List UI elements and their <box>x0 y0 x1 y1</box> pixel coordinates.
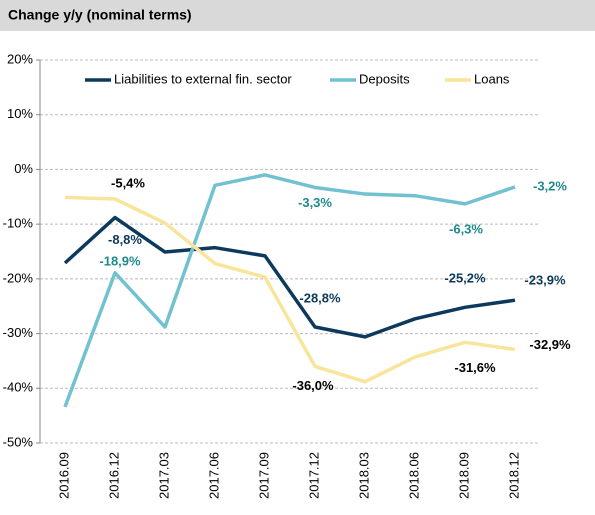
y-tick-label: 0% <box>14 161 33 176</box>
y-tick-label: -30% <box>3 325 34 340</box>
chart-title: Change y/y (nominal terms) <box>8 7 192 23</box>
data-label: -31,6% <box>454 360 496 375</box>
y-tick-label: -40% <box>3 380 34 395</box>
legend-label: Deposits <box>359 71 410 86</box>
x-tick-label: 2016.12 <box>106 452 121 499</box>
x-tick-label: 2017.03 <box>156 452 171 499</box>
y-tick-label: -10% <box>3 216 34 231</box>
line <box>63 215 516 339</box>
x-tick-label: 2018.06 <box>406 452 421 499</box>
data-label: -6,3% <box>449 221 483 236</box>
x-tick-label: 2017.12 <box>306 452 321 499</box>
y-tick-label: -50% <box>3 434 34 449</box>
y-tick-label: 10% <box>7 106 33 121</box>
data-label: -32,9% <box>529 337 571 352</box>
legend-label: Liabilities to external fin. sector <box>114 71 292 86</box>
data-label: -25,2% <box>444 271 486 286</box>
legend-label: Loans <box>474 71 510 86</box>
x-tick-label: 2018.09 <box>456 452 471 499</box>
x-tick-label: 2018.03 <box>356 452 371 499</box>
x-tick-label: 2017.09 <box>256 452 271 499</box>
x-tick-label: 2017.06 <box>206 452 221 499</box>
data-label: -3,3% <box>298 195 332 210</box>
y-tick-label: -20% <box>3 270 34 285</box>
data-label: -28,8% <box>299 290 341 305</box>
data-label: -8,8% <box>108 232 142 247</box>
data-label: -36,0% <box>292 378 334 393</box>
x-tick-label: 2016.09 <box>56 452 71 499</box>
data-label: -3,2% <box>533 178 567 193</box>
x-tick-label: 2018.12 <box>506 452 521 499</box>
data-label: -5,4% <box>111 175 145 190</box>
y-tick-label: 20% <box>7 51 33 66</box>
title-bar <box>0 0 595 31</box>
data-label: -18,9% <box>99 253 141 268</box>
data-label: -23,9% <box>524 273 566 288</box>
line <box>63 173 516 408</box>
line <box>64 195 516 384</box>
